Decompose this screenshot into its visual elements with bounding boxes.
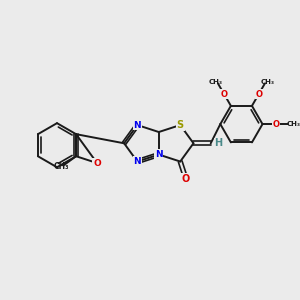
Text: CH₃: CH₃ — [260, 79, 274, 85]
Text: O: O — [182, 174, 190, 184]
Text: O: O — [93, 158, 101, 167]
Text: H: H — [214, 138, 223, 148]
Text: N: N — [155, 150, 163, 159]
Text: N: N — [134, 121, 141, 130]
Text: CH₃: CH₃ — [54, 162, 69, 171]
Text: N: N — [134, 157, 141, 166]
Text: CH₃: CH₃ — [286, 121, 300, 127]
Text: O: O — [272, 120, 279, 129]
Text: S: S — [177, 120, 184, 130]
Text: O: O — [255, 90, 262, 99]
Text: CH₃: CH₃ — [208, 79, 223, 85]
Text: O: O — [221, 90, 228, 99]
